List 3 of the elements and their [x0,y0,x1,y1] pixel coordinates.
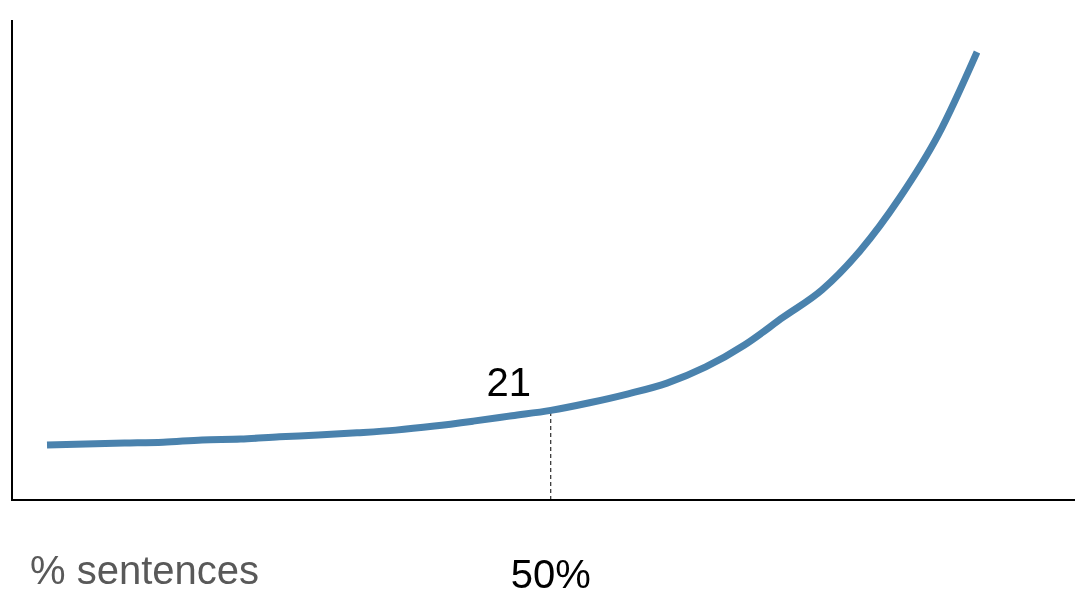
text: 50% [510,552,591,592]
annotation: 21 [486,360,531,405]
x-axis-title: % sentences [30,548,260,592]
